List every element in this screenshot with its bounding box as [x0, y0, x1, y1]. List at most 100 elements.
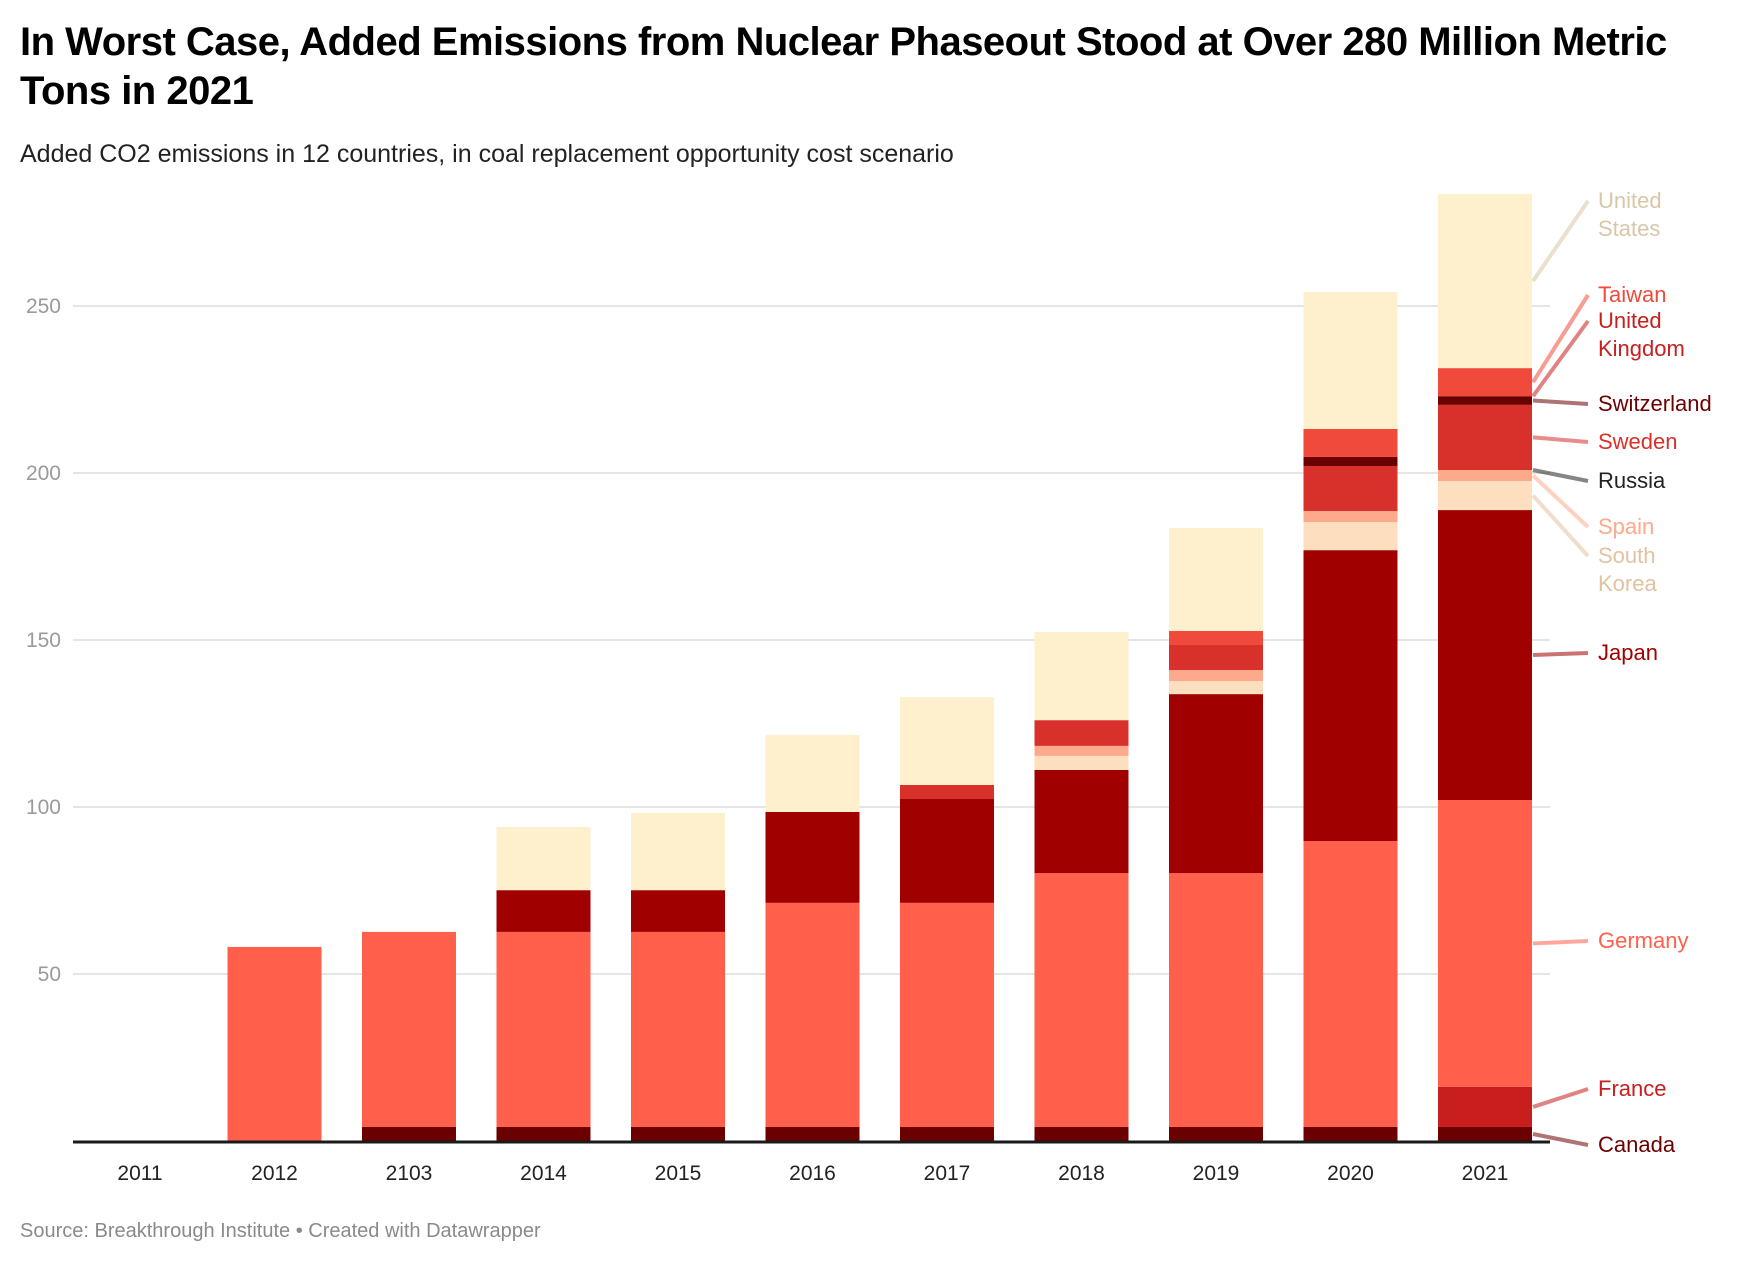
- x-tick-label: 2018: [1058, 1162, 1105, 1185]
- leader-line-germany: [1532, 939, 1589, 946]
- series-label-switzerland: Switzerland: [1598, 391, 1712, 416]
- x-tick-label: 2014: [520, 1162, 567, 1185]
- series-label-sweden: Sweden: [1598, 429, 1678, 454]
- bar-segment-switzerland-2020: [1303, 456, 1398, 466]
- bar-segment-canada-2018: [1034, 1126, 1129, 1141]
- bar-segment-japan-2015: [631, 890, 725, 932]
- leader-line-france: [1532, 1087, 1589, 1109]
- bar-segment-canada-2103: [362, 1126, 456, 1141]
- series-label-united-states: United States: [1598, 188, 1662, 241]
- bar-segment-taiwan-2019: [1169, 630, 1263, 646]
- label-leader-lines: [1531, 199, 1590, 1147]
- bar-segment-united-states-2016: [765, 734, 860, 813]
- x-tick-label: 2015: [655, 1162, 702, 1185]
- bar-segment-germany-2018: [1034, 873, 1129, 1127]
- leader-line-canada: [1532, 1132, 1589, 1147]
- x-tick-label: 2021: [1462, 1162, 1509, 1185]
- y-tick-label: 100: [26, 796, 61, 819]
- bar-segment-united-states-2017: [900, 697, 994, 785]
- bar-segment-south-korea-2020: [1303, 522, 1398, 551]
- series-label-spain: Spain: [1598, 514, 1654, 539]
- bar-segment-canada-2021: [1438, 1126, 1532, 1141]
- series-label-germany: Germany: [1598, 928, 1688, 953]
- bar-segment-france-2021: [1438, 1086, 1532, 1127]
- x-tick-label: 2019: [1193, 1162, 1240, 1185]
- series-label-japan: Japan: [1598, 640, 1658, 665]
- leader-line-united-kingdom: [1531, 319, 1590, 398]
- bar-stack-2019: [1169, 528, 1263, 1141]
- leader-line-united-states: [1531, 199, 1590, 283]
- bar-segment-japan-2017: [900, 798, 994, 903]
- series-label-south-korea: South Korea: [1598, 543, 1657, 596]
- x-tick-label: 2016: [789, 1162, 836, 1185]
- bar-segment-taiwan-2021: [1438, 368, 1532, 397]
- bar-segment-sweden-2017: [900, 784, 994, 799]
- bar-segment-taiwan-2020: [1303, 428, 1398, 457]
- chart-subtitle: Added CO2 emissions in 12 countries, in …: [20, 140, 954, 168]
- bar-segment-spain-2018: [1034, 745, 1129, 756]
- bar-segment-germany-2021: [1438, 799, 1532, 1087]
- bar-segment-germany-2103: [362, 931, 456, 1127]
- series-label-united-kingdom: United Kingdom: [1598, 308, 1685, 361]
- bar-segment-united-states-2014: [496, 827, 591, 891]
- bar-segment-canada-2017: [900, 1126, 994, 1141]
- bar-stack-2016: [765, 734, 860, 1141]
- bar-segment-japan-2014: [496, 890, 591, 932]
- bar-segment-south-korea-2019: [1169, 681, 1263, 695]
- bar-stack-2020: [1303, 291, 1398, 1141]
- bar-segment-canada-2019: [1169, 1126, 1263, 1141]
- bar-segment-japan-2019: [1169, 694, 1263, 874]
- leader-line-japan: [1532, 651, 1589, 658]
- y-tick-label: 50: [38, 963, 61, 986]
- series-label-taiwan: Taiwan: [1598, 282, 1666, 307]
- bar-segment-canada-2015: [631, 1126, 725, 1141]
- leader-line-russia: [1532, 468, 1589, 483]
- bar-segment-germany-2012: [227, 946, 322, 1141]
- leader-line-switzerland: [1532, 398, 1589, 406]
- bar-stack-2021: [1438, 194, 1532, 1141]
- bar-stack-2014: [496, 827, 591, 1141]
- chart-title: In Worst Case, Added Emissions from Nucl…: [20, 20, 1667, 113]
- bar-segment-japan-2018: [1034, 769, 1129, 874]
- bar-segment-germany-2016: [765, 902, 860, 1127]
- bar-segment-sweden-2019: [1169, 645, 1263, 671]
- x-tick-label: 2012: [251, 1162, 298, 1185]
- bar-segment-canada-2016: [765, 1126, 860, 1141]
- bar-segment-germany-2020: [1303, 841, 1398, 1127]
- x-axis-ticks: 2011 2012 2103 2014 2015 2016 2017 2018 2019 2020…: [117, 1162, 1508, 1185]
- bar-segment-spain-2020: [1303, 511, 1398, 523]
- y-tick-label: 200: [26, 462, 61, 485]
- bar-segment-united-states-2021: [1438, 194, 1532, 369]
- bar-stack-2015: [631, 813, 725, 1141]
- bar-segment-united-states-2015: [631, 813, 725, 891]
- leader-line-south-korea: [1531, 494, 1590, 558]
- bar-segment-spain-2021: [1438, 469, 1532, 482]
- leader-line-taiwan: [1531, 293, 1590, 384]
- series-label-france: France: [1598, 1076, 1666, 1101]
- x-tick-label: 2020: [1327, 1162, 1374, 1185]
- bar-segment-sweden-2020: [1303, 465, 1398, 512]
- bar-segment-united-states-2019: [1169, 528, 1263, 631]
- bar-stack-2018: [1034, 631, 1129, 1141]
- x-tick-label: 2017: [924, 1162, 971, 1185]
- bar-segment-south-korea-2021: [1438, 481, 1532, 511]
- bar-stack-2017: [900, 697, 994, 1141]
- bars: [227, 194, 1532, 1141]
- bar-segment-sweden-2021: [1438, 404, 1532, 470]
- y-tick-label: 150: [26, 629, 61, 652]
- source-note: Source: Breakthrough Institute • Created…: [20, 1220, 541, 1242]
- leader-line-spain: [1531, 474, 1590, 529]
- bar-segment-japan-2021: [1438, 510, 1532, 800]
- y-axis-ticks: 50 100 150 200 250: [26, 295, 61, 986]
- bar-segment-germany-2015: [631, 931, 725, 1127]
- bar-segment-south-korea-2018: [1034, 755, 1129, 770]
- bar-segment-sweden-2018: [1034, 720, 1129, 746]
- x-tick-label: 2011: [117, 1162, 162, 1185]
- bar-segment-japan-2020: [1303, 550, 1398, 842]
- bar-stack-2103: [362, 931, 456, 1141]
- bar-stack-2012: [227, 946, 322, 1141]
- bar-segment-canada-2020: [1303, 1126, 1398, 1141]
- bar-segment-germany-2017: [900, 902, 994, 1127]
